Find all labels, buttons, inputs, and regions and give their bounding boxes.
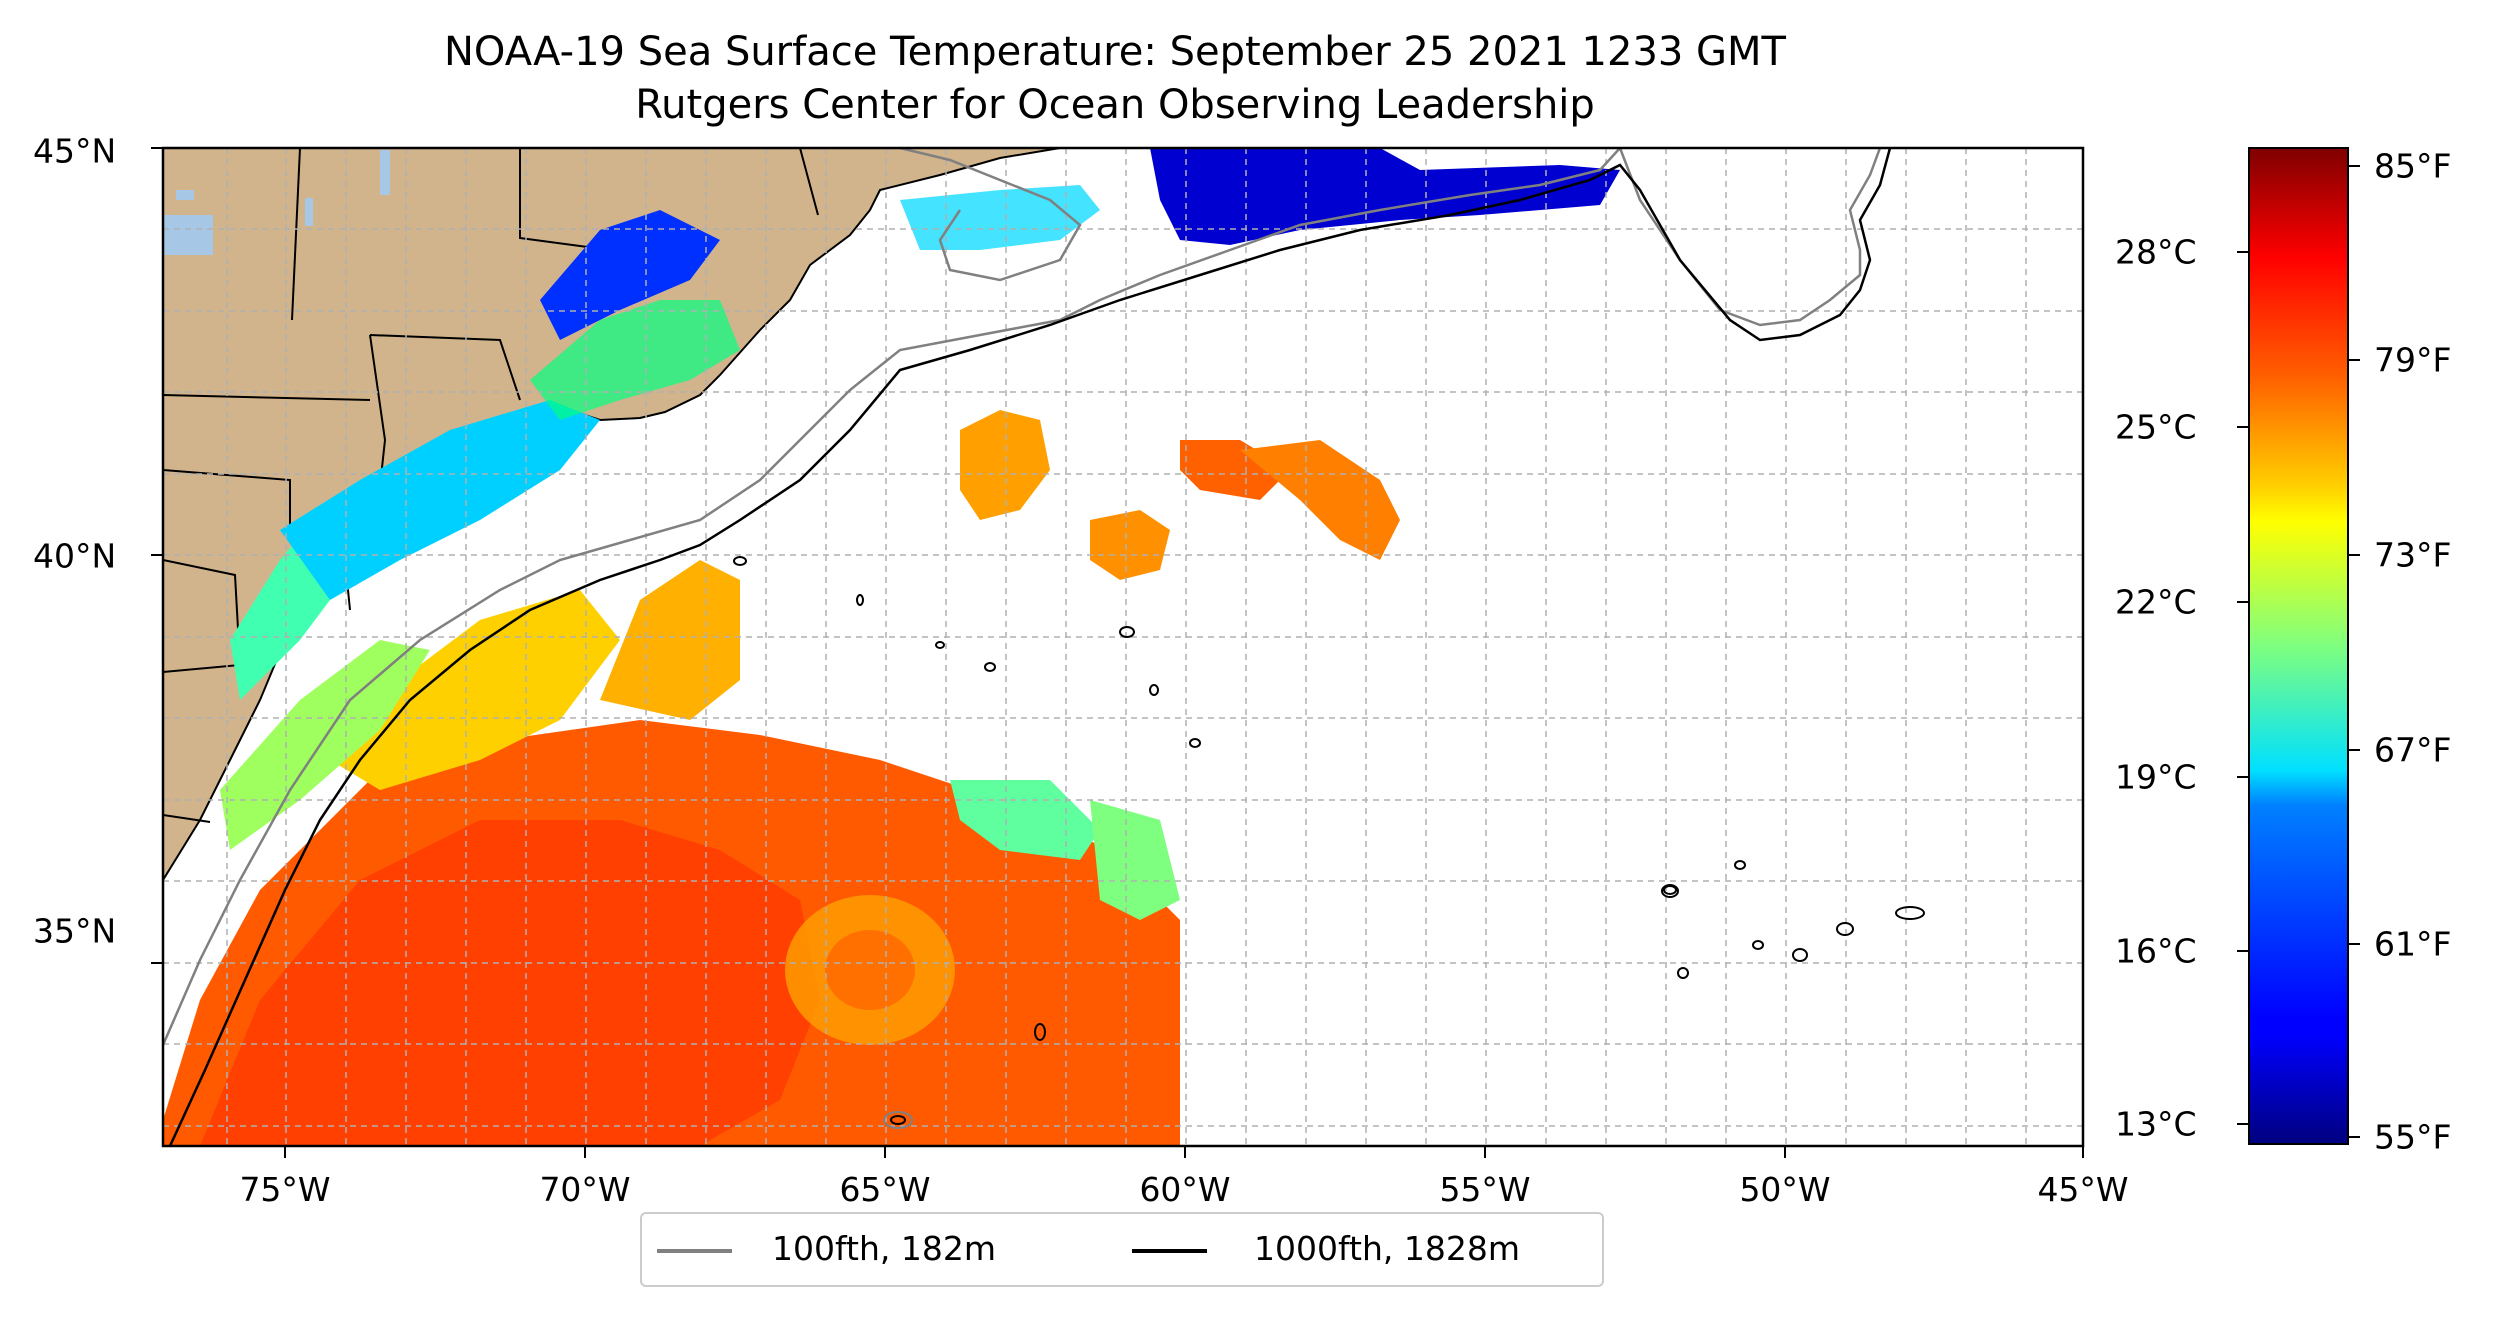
colorbar-celsius-label: 13°C: [2115, 1104, 2197, 1144]
legend-swatch-100fth: [657, 1249, 732, 1253]
lon-tick-label: 45°W: [2037, 1170, 2129, 1209]
colorbar-fahrenheit-label: 79°F: [2374, 340, 2452, 380]
colorbar-celsius-label: 16°C: [2115, 931, 2197, 971]
colorbar-fahrenheit-label: 85°F: [2374, 146, 2452, 186]
lon-tick-label: 75°W: [239, 1170, 331, 1209]
lon-tick-label: 60°W: [1139, 1170, 1231, 1209]
map-subtitle: Rutgers Center for Ocean Observing Leade…: [635, 82, 1595, 128]
sst-field: [163, 148, 1620, 1146]
colorbar-ticks: [2237, 165, 2360, 1138]
colorbar-celsius-label: 22°C: [2115, 582, 2197, 622]
seamounts: [733, 556, 1925, 1129]
colorbar-fahrenheit-label: 61°F: [2374, 924, 2452, 964]
colorbar-celsius-label: 28°C: [2115, 232, 2197, 272]
map-frame: [161, 146, 2085, 1148]
colorbar-celsius-label: 25°C: [2115, 407, 2197, 447]
legend-label-100fth: 100fth, 182m: [772, 1229, 996, 1268]
colorbar-fahrenheit-label: 67°F: [2374, 730, 2452, 770]
lon-tick-label: 70°W: [539, 1170, 631, 1209]
map-area: [163, 148, 2083, 1146]
lat-tick-label: 45°N: [33, 131, 117, 171]
lat-tick-label: 40°N: [33, 536, 117, 576]
colorbar-fahrenheit-label: 55°F: [2374, 1117, 2452, 1157]
lon-tick-label: 65°W: [839, 1170, 931, 1209]
map-title: NOAA-19 Sea Surface Temperature: Septemb…: [444, 29, 1786, 75]
lon-tick-label: 50°W: [1739, 1170, 1831, 1209]
lon-tick-label: 55°W: [1439, 1170, 1531, 1209]
legend-swatch-1000fth: [1132, 1249, 1207, 1253]
legend-label-1000fth: 1000fth, 1828m: [1254, 1229, 1520, 1268]
lakes: [163, 150, 390, 255]
map-axis-ticks: [151, 147, 2084, 1158]
legend: 100fth, 182m 1000fth, 1828m: [640, 1212, 1604, 1287]
colorbar-fahrenheit-label: 73°F: [2374, 535, 2452, 575]
colorbar-gradient: [2248, 147, 2349, 1145]
colorbar-celsius-label: 19°C: [2115, 757, 2197, 797]
isobath-1000fth: [168, 148, 1892, 1146]
lat-tick-label: 35°N: [33, 911, 117, 951]
